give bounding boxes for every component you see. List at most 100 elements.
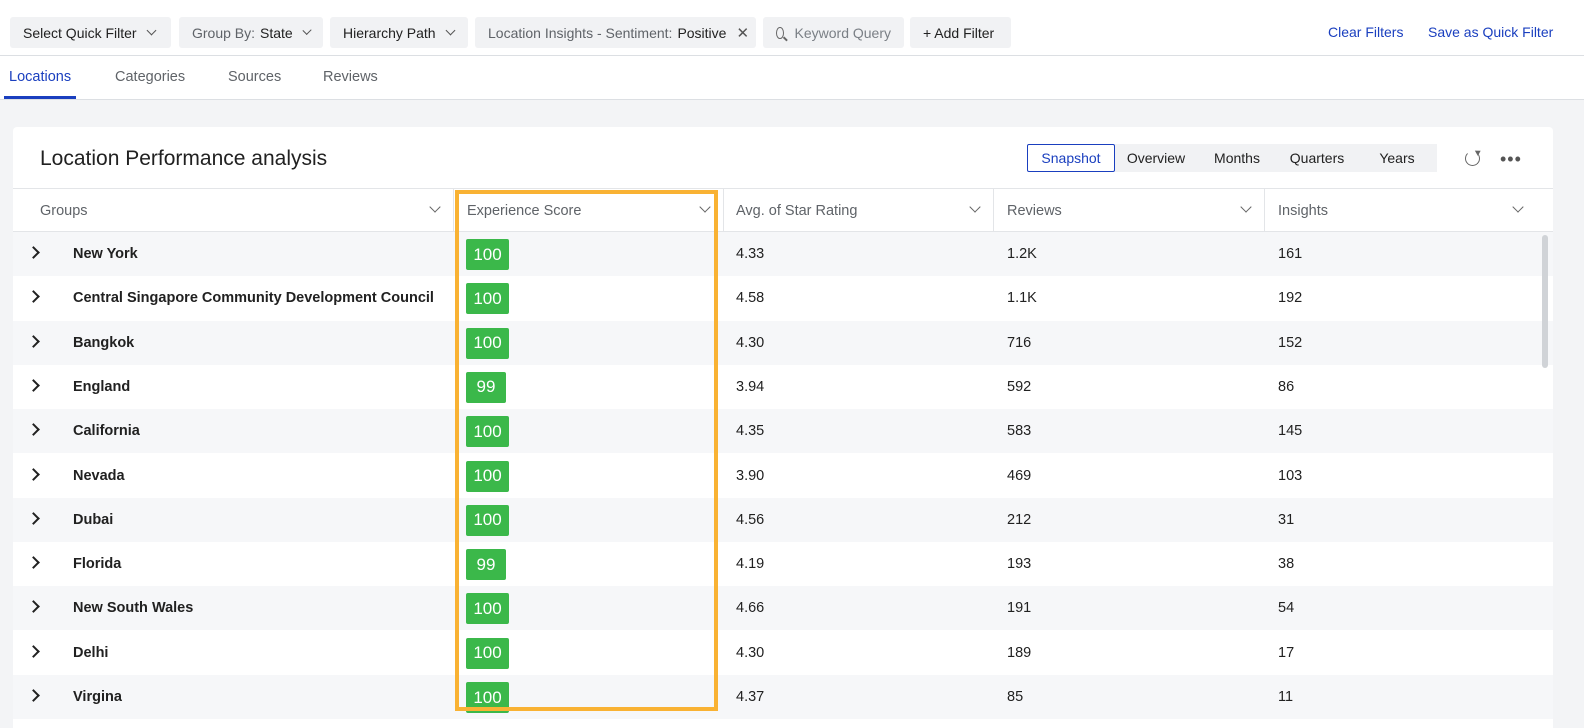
column-header-reviews[interactable]: Reviews (994, 189, 1265, 232)
table-row[interactable]: Central Singapore Community Development … (13, 276, 1553, 320)
chevron-down-icon[interactable] (699, 201, 711, 213)
quick-filter-dropdown[interactable]: Select Quick Filter (10, 17, 171, 48)
table-row[interactable]: California 100 4.35 583 145 (13, 409, 1553, 454)
hierarchy-path-dropdown[interactable]: Hierarchy Path (330, 17, 468, 48)
reviews-cell: 189 (1007, 644, 1032, 661)
tab-sources[interactable]: Sources (228, 69, 282, 85)
group-name: Bangkok (73, 334, 135, 351)
group-name: Dubai (73, 511, 114, 528)
refresh-icon[interactable] (1465, 151, 1480, 166)
save-quick-filter-link[interactable]: Save as Quick Filter (1428, 24, 1554, 40)
chevron-down-icon[interactable] (1240, 201, 1252, 213)
view-years-button[interactable]: Years (1357, 144, 1437, 172)
chevron-right-icon[interactable] (27, 467, 40, 481)
chevron-down-icon (302, 25, 312, 36)
chevron-right-icon[interactable] (27, 290, 40, 304)
experience-score-badge: 100 (466, 593, 509, 625)
tab-reviews[interactable]: Reviews (323, 69, 378, 85)
chevron-down-icon[interactable] (429, 201, 441, 213)
view-months-button[interactable]: Months (1197, 144, 1277, 172)
insights-cell: 192 (1278, 290, 1303, 307)
group-name: Central Singapore Community Development … (73, 290, 434, 307)
table-row[interactable]: Nevada 100 3.90 469 103 (13, 454, 1553, 498)
chevron-right-icon[interactable] (27, 644, 40, 658)
insights-cell: 38 (1278, 556, 1295, 573)
reviews-cell: 85 (1007, 689, 1024, 705)
sentiment-filter-label: Location Insights - Sentiment: (488, 24, 673, 41)
table-row[interactable]: New York 100 4.33 1.2K 161 (13, 232, 1553, 276)
keyword-query-placeholder: Keyword Query (794, 24, 891, 41)
insights-cell: 54 (1278, 600, 1295, 617)
quick-filter-label: Select Quick Filter (23, 24, 137, 41)
group-name: Virgina (73, 689, 122, 705)
tab-categories[interactable]: Categories (115, 69, 186, 85)
view-overview-button[interactable]: Overview (1115, 144, 1197, 172)
insights-cell: 31 (1278, 511, 1295, 528)
insights-cell: 152 (1278, 334, 1303, 351)
experience-score-badge: 100 (466, 239, 509, 270)
sentiment-filter-value: Positive (677, 24, 727, 41)
group-by-label: Group By: (192, 24, 256, 41)
group-name: California (73, 423, 140, 440)
group-name: New York (73, 246, 138, 262)
chevron-right-icon[interactable] (27, 379, 40, 392)
table-row[interactable]: England 99 3.94 592 86 (13, 365, 1553, 409)
table-row[interactable]: Florida 99 4.19 193 38 (13, 542, 1553, 586)
tab-locations[interactable]: Locations (9, 69, 72, 85)
search-icon (776, 26, 784, 39)
column-header-experience-score[interactable]: Experience Score (454, 189, 724, 232)
star-rating-cell: 4.58 (736, 290, 765, 307)
reviews-cell: 592 (1007, 378, 1032, 395)
table-scrollbar[interactable] (1542, 235, 1548, 368)
reviews-cell: 583 (1007, 423, 1032, 440)
experience-score-badge: 100 (466, 283, 509, 315)
reviews-cell: 193 (1007, 556, 1032, 573)
column-header-label: Insights (1278, 202, 1328, 219)
view-snapshot-button[interactable]: Snapshot (1027, 144, 1115, 172)
insights-cell: 86 (1278, 378, 1295, 395)
reviews-cell: 1.1K (1007, 290, 1037, 307)
close-icon[interactable]: ✕ (736, 24, 750, 42)
group-name: England (73, 378, 131, 395)
table-row[interactable]: Delhi 100 4.30 189 17 (13, 631, 1553, 675)
chevron-right-icon[interactable] (27, 556, 40, 569)
keyword-query-input[interactable]: Keyword Query (763, 17, 904, 48)
chevron-down-icon[interactable] (969, 201, 981, 213)
clear-filters-link[interactable]: Clear Filters (1328, 24, 1404, 40)
star-rating-cell: 4.35 (736, 423, 765, 440)
table-row[interactable]: Bangkok 100 4.30 716 152 (13, 320, 1553, 365)
experience-score-badge: 100 (466, 637, 509, 669)
chevron-right-icon[interactable] (27, 334, 40, 348)
add-filter-label: + Add Filter (923, 24, 995, 41)
more-options-icon[interactable]: ••• (1500, 149, 1522, 169)
insights-cell: 145 (1278, 423, 1303, 440)
group-by-dropdown[interactable]: Group By: State (179, 17, 323, 48)
sentiment-filter-chip[interactable]: Location Insights - Sentiment: Positive … (475, 17, 756, 48)
chevron-right-icon[interactable] (27, 423, 40, 437)
chevron-down-icon[interactable] (1512, 201, 1524, 213)
active-tab-indicator (4, 96, 76, 99)
group-name: New South Wales (73, 600, 194, 617)
chevron-right-icon[interactable] (27, 689, 40, 702)
table-row[interactable]: Dubai 100 4.56 212 31 (13, 497, 1553, 542)
chevron-right-icon[interactable] (27, 246, 40, 259)
column-header-groups[interactable]: Groups (13, 189, 454, 232)
view-quarters-button[interactable]: Quarters (1277, 144, 1357, 172)
tab-bar: Locations Categories Sources Reviews (0, 56, 1584, 100)
chevron-down-icon (146, 25, 157, 36)
column-header-avg-star-rating[interactable]: Avg. of Star Rating (724, 189, 994, 232)
experience-score-badge: 99 (466, 549, 506, 581)
insights-cell: 17 (1278, 644, 1295, 661)
filter-bar: Select Quick Filter Group By: State Hier… (0, 0, 1584, 56)
column-header-label: Experience Score (467, 202, 582, 219)
column-header-insights[interactable]: Insights (1265, 189, 1553, 232)
add-filter-button[interactable]: + Add Filter (910, 17, 1011, 48)
chevron-right-icon[interactable] (27, 600, 40, 614)
star-rating-cell: 4.56 (736, 511, 765, 528)
experience-score-badge: 100 (466, 327, 509, 359)
table-row[interactable]: New South Wales 100 4.66 191 54 (13, 586, 1553, 631)
reviews-cell: 212 (1007, 511, 1032, 528)
chevron-right-icon[interactable] (27, 511, 40, 525)
star-rating-cell: 3.90 (736, 467, 765, 484)
table-row[interactable]: Virgina 100 4.37 85 11 (13, 675, 1553, 719)
